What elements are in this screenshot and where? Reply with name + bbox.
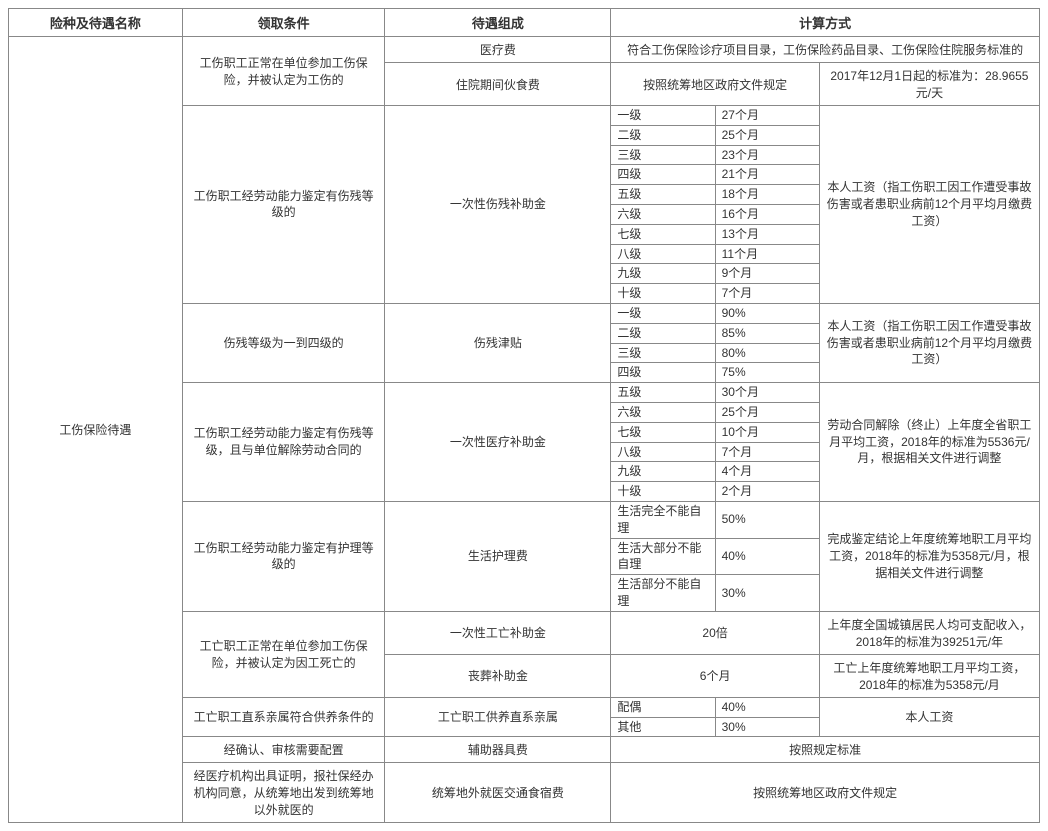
- calc-cell: 2017年12月1日起的标准为：28.9655元/天: [819, 63, 1039, 106]
- calc-cell: 按照统筹地区政府文件规定: [611, 763, 1040, 823]
- note-cell: 劳动合同解除（终止）上年度全省职工月平均工资，2018年的标准为5536元/月，…: [819, 383, 1039, 502]
- level-cell: 七级: [611, 224, 715, 244]
- th-cond: 领取条件: [182, 9, 385, 37]
- cond-cell: 工伤职工正常在单位参加工伤保险，并被认定为工伤的: [182, 37, 385, 106]
- value-cell: 30%: [715, 717, 819, 737]
- value-cell: 40%: [715, 538, 819, 575]
- calc-cell: 20倍: [611, 611, 820, 654]
- level-cell: 五级: [611, 383, 715, 403]
- th-comp: 待遇组成: [385, 9, 611, 37]
- comp-cell: 住院期间伙食费: [385, 63, 611, 106]
- calc-cell: 按照统筹地区政府文件规定: [611, 63, 820, 106]
- cond-cell: 工亡职工直系亲属符合供养条件的: [182, 697, 385, 737]
- value-cell: 50%: [715, 501, 819, 538]
- value-cell: 2个月: [715, 482, 819, 502]
- value-cell: 40%: [715, 697, 819, 717]
- value-cell: 85%: [715, 323, 819, 343]
- value-cell: 75%: [715, 363, 819, 383]
- level-cell: 生活大部分不能自理: [611, 538, 715, 575]
- level-cell: 三级: [611, 343, 715, 363]
- cond-cell: 伤残等级为一到四级的: [182, 303, 385, 382]
- insurance-table: 险种及待遇名称 领取条件 待遇组成 计算方式 工伤保险待遇 工伤职工正常在单位参…: [8, 8, 1040, 823]
- comp-cell: 工亡职工供养直系亲属: [385, 697, 611, 737]
- value-cell: 13个月: [715, 224, 819, 244]
- note-cell: 本人工资（指工伤职工因工作遭受事故伤害或者患职业病前12个月平均月缴费工资）: [819, 303, 1039, 382]
- value-cell: 4个月: [715, 462, 819, 482]
- note-cell: 本人工资（指工伤职工因工作遭受事故伤害或者患职业病前12个月平均月缴费工资）: [819, 106, 1039, 304]
- cond-cell: 工伤职工经劳动能力鉴定有伤残等级，且与单位解除劳动合同的: [182, 383, 385, 502]
- comp-cell: 丧葬补助金: [385, 654, 611, 697]
- value-cell: 30个月: [715, 383, 819, 403]
- level-cell: 四级: [611, 363, 715, 383]
- calc-cell: 上年度全国城镇居民人均可支配收入，2018年的标准为39251元/年: [819, 611, 1039, 654]
- level-cell: 五级: [611, 185, 715, 205]
- th-calc: 计算方式: [611, 9, 1040, 37]
- cond-cell: 工亡职工正常在单位参加工伤保险，并被认定为因工死亡的: [182, 611, 385, 697]
- value-cell: 10个月: [715, 422, 819, 442]
- calc-cell: 按照规定标准: [611, 737, 1040, 763]
- th-type: 险种及待遇名称: [9, 9, 183, 37]
- level-cell: 其他: [611, 717, 715, 737]
- level-cell: 四级: [611, 165, 715, 185]
- level-cell: 九级: [611, 462, 715, 482]
- comp-cell: 一次性伤残补助金: [385, 106, 611, 304]
- value-cell: 23个月: [715, 145, 819, 165]
- cond-cell: 经医疗机构出具证明，报社保经办机构同意，从统筹地出发到统筹地以外就医的: [182, 763, 385, 823]
- level-cell: 六级: [611, 402, 715, 422]
- cond-cell: 工伤职工经劳动能力鉴定有护理等级的: [182, 501, 385, 611]
- cond-cell: 经确认、审核需要配置: [182, 737, 385, 763]
- value-cell: 80%: [715, 343, 819, 363]
- comp-cell: 伤残津贴: [385, 303, 611, 382]
- value-cell: 27个月: [715, 106, 819, 126]
- calc-cell: 工亡上年度统筹地职工月平均工资，2018年的标准为5358元/月: [819, 654, 1039, 697]
- value-cell: 25个月: [715, 125, 819, 145]
- level-cell: 十级: [611, 482, 715, 502]
- comp-cell: 医疗费: [385, 37, 611, 63]
- level-cell: 配偶: [611, 697, 715, 717]
- level-cell: 一级: [611, 303, 715, 323]
- level-cell: 生活部分不能自理: [611, 575, 715, 612]
- comp-cell: 辅助器具费: [385, 737, 611, 763]
- level-cell: 生活完全不能自理: [611, 501, 715, 538]
- calc-cell: 符合工伤保险诊疗项目目录，工伤保险药品目录、工伤保险住院服务标准的: [611, 37, 1040, 63]
- level-cell: 六级: [611, 204, 715, 224]
- value-cell: 25个月: [715, 402, 819, 422]
- cond-cell: 工伤职工经劳动能力鉴定有伤残等级的: [182, 106, 385, 304]
- value-cell: 11个月: [715, 244, 819, 264]
- note-cell: 本人工资: [819, 697, 1039, 737]
- note-cell: 完成鉴定结论上年度统筹地职工月平均工资，2018年的标准为5358元/月，根据相…: [819, 501, 1039, 611]
- level-cell: 九级: [611, 264, 715, 284]
- level-cell: 三级: [611, 145, 715, 165]
- level-cell: 十级: [611, 284, 715, 304]
- value-cell: 21个月: [715, 165, 819, 185]
- value-cell: 90%: [715, 303, 819, 323]
- level-cell: 八级: [611, 244, 715, 264]
- level-cell: 二级: [611, 125, 715, 145]
- value-cell: 9个月: [715, 264, 819, 284]
- value-cell: 7个月: [715, 442, 819, 462]
- value-cell: 30%: [715, 575, 819, 612]
- level-cell: 一级: [611, 106, 715, 126]
- value-cell: 16个月: [715, 204, 819, 224]
- comp-cell: 生活护理费: [385, 501, 611, 611]
- level-cell: 七级: [611, 422, 715, 442]
- calc-cell: 6个月: [611, 654, 820, 697]
- comp-cell: 统筹地外就医交通食宿费: [385, 763, 611, 823]
- value-cell: 7个月: [715, 284, 819, 304]
- comp-cell: 一次性医疗补助金: [385, 383, 611, 502]
- comp-cell: 一次性工亡补助金: [385, 611, 611, 654]
- table-row: 工伤保险待遇 工伤职工正常在单位参加工伤保险，并被认定为工伤的 医疗费 符合工伤…: [9, 37, 1040, 63]
- level-cell: 二级: [611, 323, 715, 343]
- value-cell: 18个月: [715, 185, 819, 205]
- level-cell: 八级: [611, 442, 715, 462]
- category-cell: 工伤保险待遇: [9, 37, 183, 823]
- header-row: 险种及待遇名称 领取条件 待遇组成 计算方式: [9, 9, 1040, 37]
